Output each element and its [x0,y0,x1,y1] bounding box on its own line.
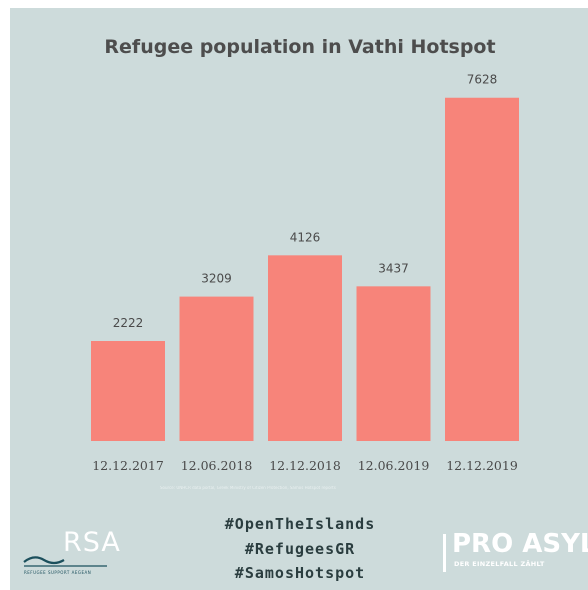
hashtag-refugees-gr[interactable]: #RefugeesGR [244,539,356,558]
category-label: 12.06.2019 [358,458,430,473]
proasyl-divider [443,534,446,572]
rsa-logo-subtitle: REFUGEE SUPPORT AEGEAN [24,570,92,575]
category-label: 12.06.2018 [181,458,253,473]
hashtag-samos-hotspot[interactable]: #SamosHotspot [234,564,366,582]
category-label: 12.12.2017 [92,458,164,473]
rsa-logo: RSA [63,527,121,558]
category-label: 12.12.2018 [269,458,341,473]
bar-12.06.2019 [356,286,431,441]
bar-12.12.2017 [91,341,165,441]
value-label: 4126 [290,230,321,244]
proasyl-logo: PRO ASYL [452,529,588,559]
rsa-wave-icon [23,556,107,567]
value-label: 3437 [378,261,409,275]
bar-12.06.2018 [179,296,254,441]
value-label: 7628 [467,73,498,87]
value-label: 2222 [113,316,144,330]
category-label: 12.12.2019 [446,458,518,473]
hashtag-block: #OpenTheIslands #RefugeesGR #SamosHotspo… [180,512,420,586]
value-label: 3209 [201,272,232,286]
chart-title: Refugee population in Vathi Hotspot [104,36,496,58]
bar-12.12.2018 [268,255,342,441]
source-note: Source: UNHCR data portal, Greek Ministr… [160,486,336,490]
bar-12.12.2019 [445,97,519,442]
hashtag-open-the-islands[interactable]: #OpenTheIslands [224,515,376,533]
proasyl-logo-subtitle: DER EINZELFALL ZÄHLT [454,560,545,568]
bar-chart: 2222 3209 4126 3437 7628 12.12.2017 12.06.201… [91,73,519,473]
